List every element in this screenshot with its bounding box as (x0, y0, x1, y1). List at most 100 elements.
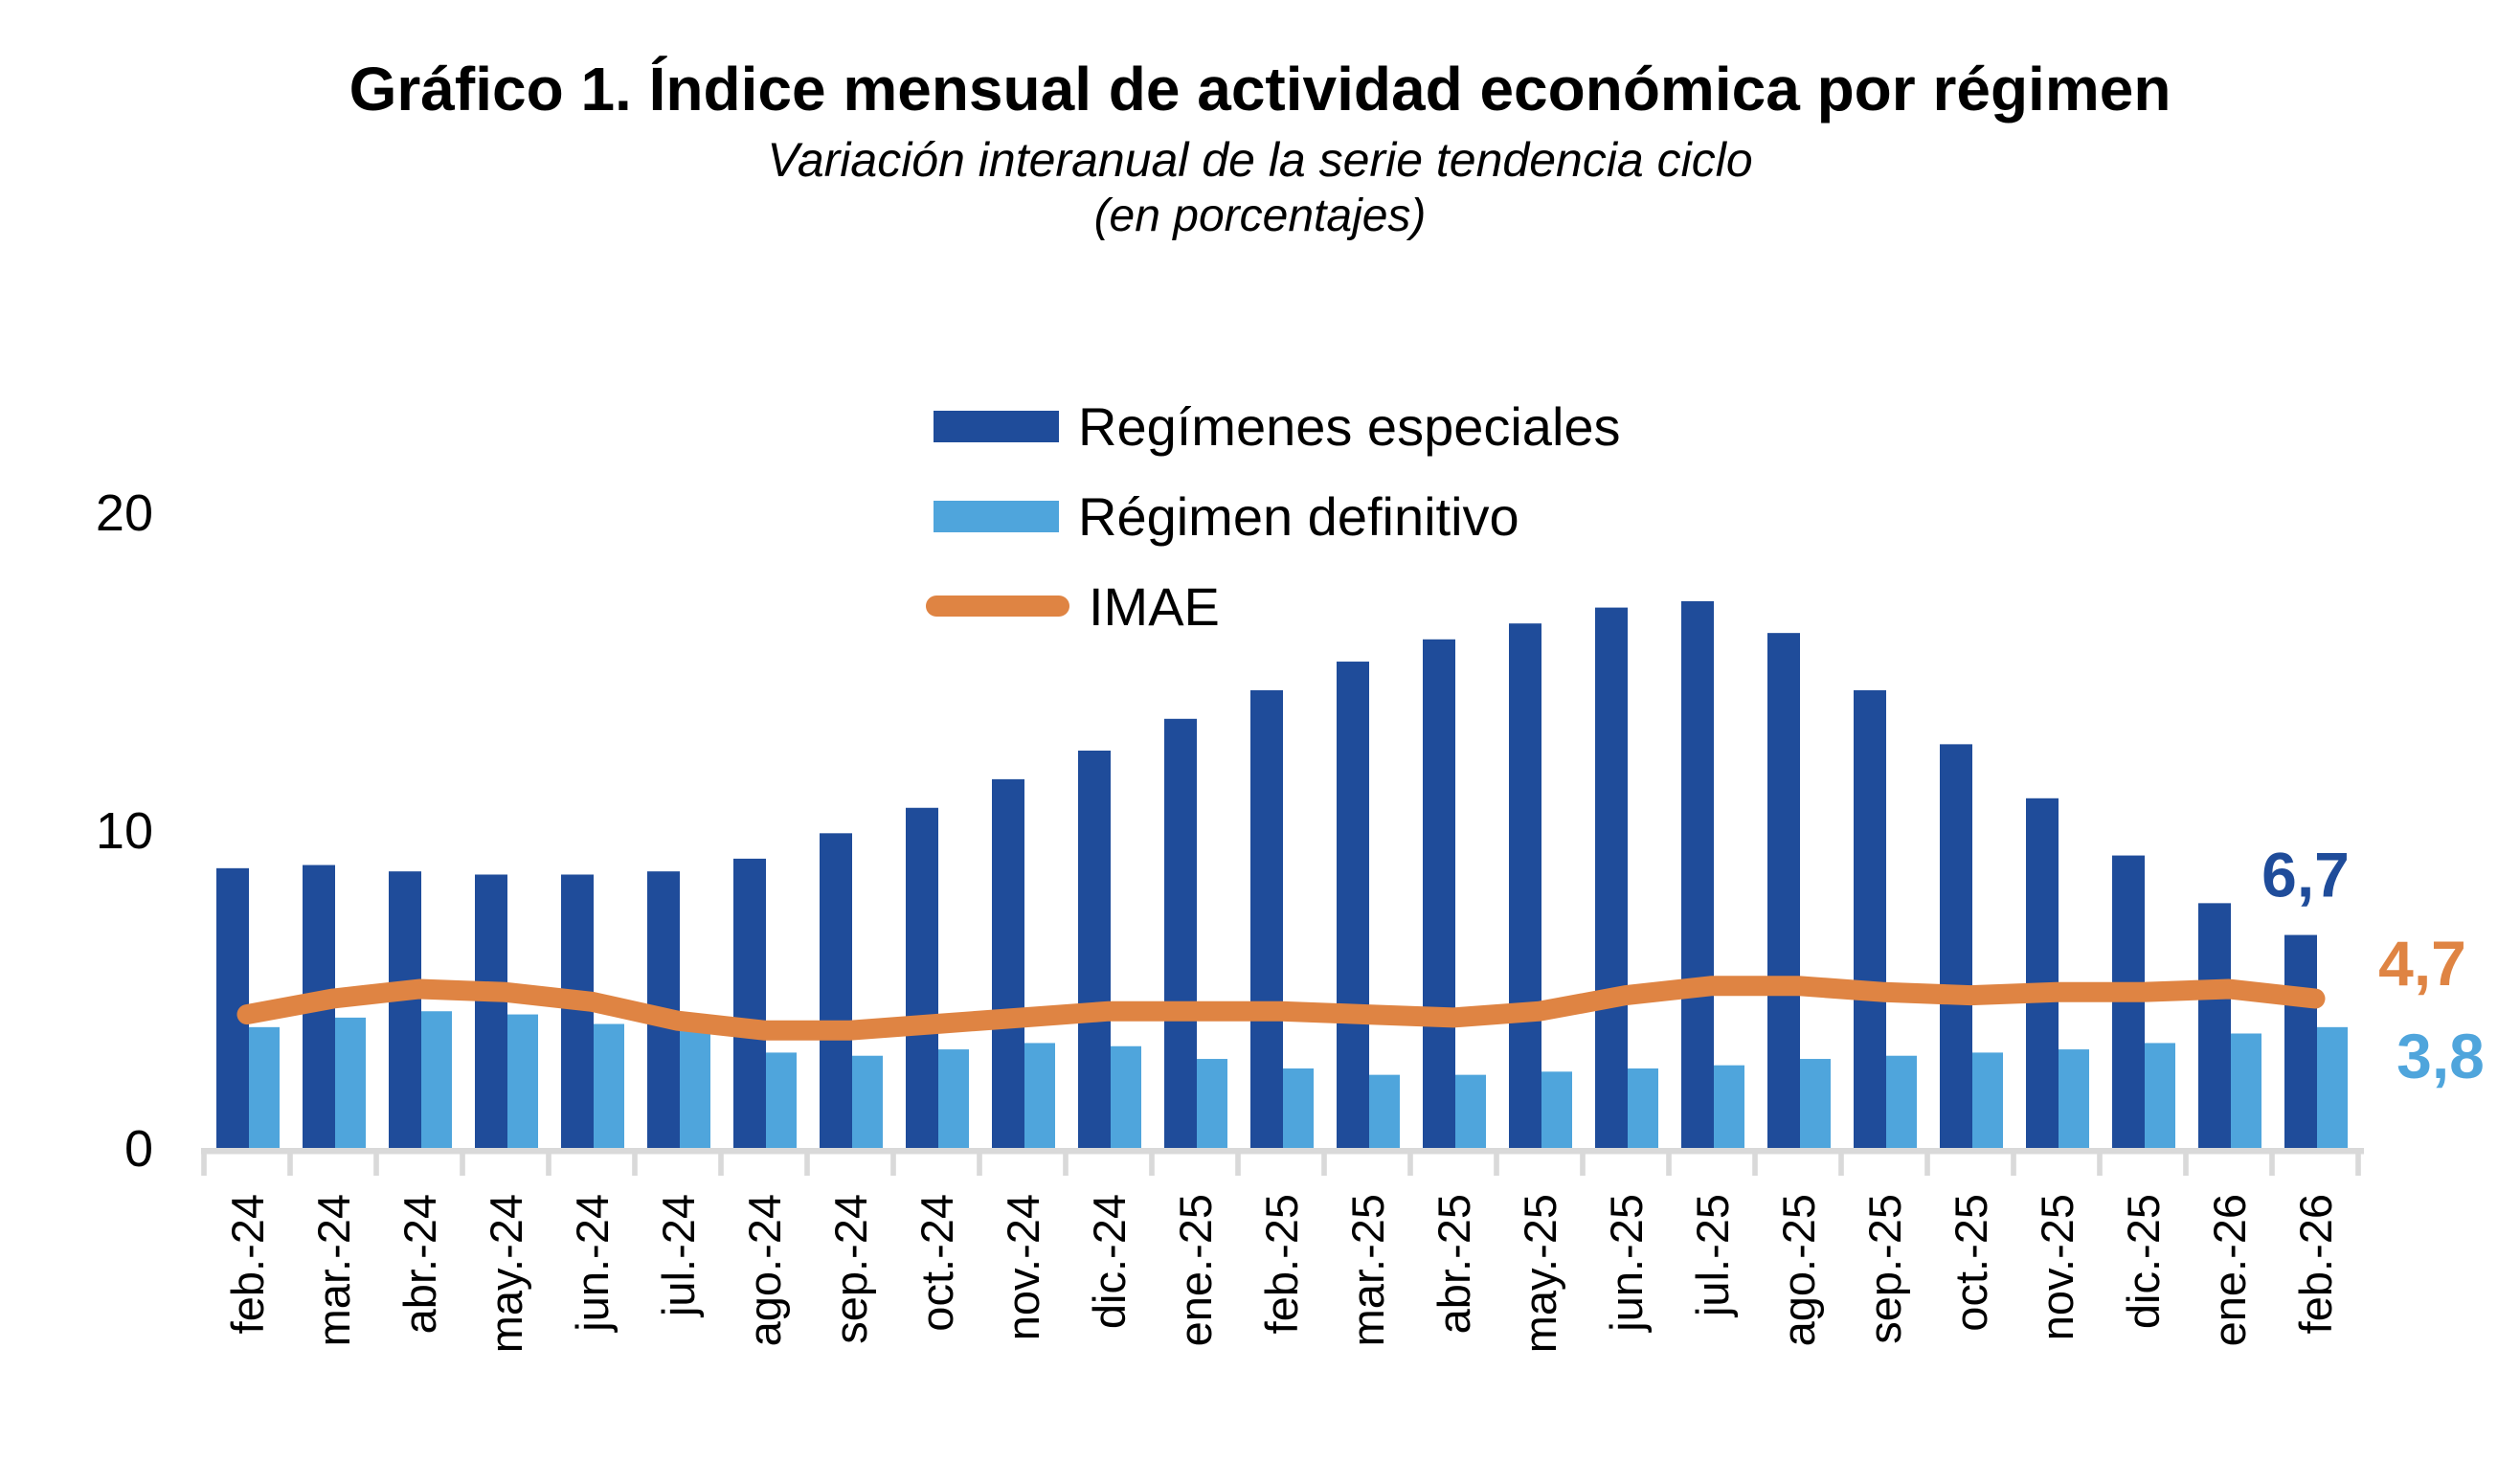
x-axis-tick-label: nov.-25 (2032, 1194, 2082, 1340)
bar-regimenes-especiales-abr.-25 (1423, 639, 1455, 1149)
x-axis-tick-label: may.-24 (481, 1194, 531, 1353)
y-axis-tick-label: 10 (96, 802, 153, 860)
x-axis-tick (1494, 1148, 1499, 1176)
x-axis-tick (1149, 1148, 1155, 1176)
x-axis-tick (804, 1148, 810, 1176)
x-axis-tick (1235, 1148, 1241, 1176)
bar-regimenes-especiales-feb.-26 (2284, 934, 2317, 1149)
x-axis-tick-label: abr.-24 (394, 1194, 445, 1334)
x-axis-tick-label: feb.-25 (1256, 1194, 1307, 1334)
legend-swatch-especiales-icon (934, 410, 1059, 442)
x-axis-tick (1752, 1148, 1758, 1176)
x-axis-tick (287, 1148, 293, 1176)
x-axis-tick-label: dic.-25 (2118, 1194, 2169, 1329)
x-axis-tick-label: dic.-24 (1084, 1194, 1135, 1329)
legend: Regímenes especiales Régimen definitivo … (926, 394, 1621, 664)
bar-regimenes-especiales-ago.-25 (1767, 633, 1800, 1149)
imae-line (236, 976, 2326, 1041)
bar-regimenes-especiales-jun.-25 (1595, 607, 1628, 1149)
x-axis-tick-label: ago.-24 (739, 1194, 790, 1346)
bar-regimen-definitivo-may.-25 (1541, 1071, 1572, 1149)
x-axis-tick-label: jun.-25 (1601, 1194, 1652, 1334)
bar-regimen-definitivo-abr.-24 (421, 1011, 452, 1149)
x-axis-tick (1580, 1148, 1586, 1176)
bar-regimen-definitivo-feb.-24 (249, 1026, 280, 1149)
bar-regimenes-especiales-may.-24 (475, 874, 507, 1149)
bar-regimen-definitivo-nov.-24 (1024, 1043, 1055, 1149)
x-axis-tick-label: nov.-24 (998, 1194, 1048, 1340)
bar-regimen-definitivo-mar.-24 (335, 1017, 366, 1149)
bar-regimen-definitivo-jul.-24 (680, 1026, 710, 1149)
x-axis-tick (546, 1148, 551, 1176)
x-axis-tick-label: ene.-25 (1170, 1194, 1221, 1346)
x-axis-tick (632, 1148, 638, 1176)
end-label-imae: 4,7 (2378, 928, 2466, 999)
bar-regimenes-especiales-dic.-24 (1078, 751, 1111, 1149)
x-axis-tick-label: sep.-24 (825, 1194, 876, 1344)
legend-label-definitivo: Régimen definitivo (1078, 485, 1519, 547)
bar-regimen-definitivo-oct.-24 (938, 1049, 969, 1149)
bar-regimenes-especiales-nov.-24 (992, 778, 1024, 1149)
x-axis-tick (890, 1148, 896, 1176)
bar-regimen-definitivo-jun.-25 (1628, 1068, 1658, 1149)
bar-regimenes-especiales-feb.-25 (1250, 689, 1283, 1149)
end-label-regímenes-especiales: 6,7 (2261, 840, 2350, 910)
x-axis-tick (1063, 1148, 1069, 1176)
chart-title: Gráfico 1. Índice mensual de actividad e… (349, 55, 2171, 124)
bar-regimen-definitivo-dic.-24 (1111, 1045, 1141, 1149)
x-axis-tick (2183, 1148, 2189, 1176)
x-axis-tick-label: oct.-24 (911, 1194, 962, 1332)
x-axis-line (201, 1148, 2364, 1155)
legend-label-especiales: Regímenes especiales (1078, 395, 1621, 457)
x-axis-tick-label: mar.-25 (1342, 1194, 1393, 1346)
bar-regimenes-especiales-jul.-25 (1681, 600, 1714, 1149)
legend-item-regimenes-especiales: Regímenes especiales (934, 394, 1621, 458)
chart-subtitle: Variación interanual de la serie tendenc… (767, 133, 1753, 187)
bar-regimen-definitivo-abr.-25 (1455, 1074, 1486, 1149)
x-axis-tick-label: ene.-26 (2204, 1194, 2255, 1346)
x-axis-tick-label: jul.-24 (653, 1194, 704, 1318)
bar-regimenes-especiales-abr.-24 (389, 871, 421, 1149)
x-axis-tick-label: mar.-24 (308, 1194, 359, 1346)
x-axis-tick-label: ago.-25 (1773, 1194, 1824, 1346)
x-axis-tick (2355, 1148, 2361, 1176)
bar-regimen-definitivo-jun.-24 (594, 1023, 624, 1149)
x-axis-tick-label: abr.-25 (1429, 1194, 1479, 1334)
x-axis-tick-label: feb.-26 (2290, 1194, 2341, 1334)
y-axis-tick-label: 20 (96, 484, 153, 542)
x-axis-tick-label: may.-25 (1515, 1194, 1565, 1353)
bar-regimen-definitivo-sep.-24 (852, 1055, 883, 1149)
bar-regimenes-especiales-oct.-24 (906, 807, 938, 1149)
x-axis-tick (373, 1148, 379, 1176)
legend-label-imae: IMAE (1089, 575, 1220, 637)
x-axis-tick (977, 1148, 982, 1176)
x-axis-tick-label: jun.-24 (567, 1194, 618, 1334)
legend-item-imae: IMAE (926, 574, 1621, 638)
bar-regimen-definitivo-may.-24 (507, 1014, 538, 1149)
x-axis-tick-label: oct.-25 (1946, 1194, 1996, 1332)
bar-regimen-definitivo-ago.-24 (766, 1052, 797, 1149)
x-axis-tick (718, 1148, 724, 1176)
x-axis-tick (1924, 1148, 1930, 1176)
bar-regimenes-especiales-sep.-25 (1854, 689, 1886, 1149)
bar-regimen-definitivo-nov.-25 (2059, 1049, 2089, 1149)
legend-swatch-imae-line-icon (926, 596, 1069, 617)
bar-regimen-definitivo-ene.-26 (2231, 1033, 2261, 1149)
x-axis-tick-label: feb.-24 (222, 1194, 273, 1334)
bar-regimen-definitivo-oct.-25 (1972, 1052, 2003, 1149)
x-axis-tick (1838, 1148, 1844, 1176)
bar-regimenes-especiales-ene.-25 (1164, 718, 1197, 1149)
x-axis-tick (2269, 1148, 2275, 1176)
bar-regimenes-especiales-nov.-25 (2026, 798, 2059, 1149)
bar-regimenes-especiales-ago.-24 (733, 858, 766, 1149)
x-axis-tick (460, 1148, 465, 1176)
x-axis-tick-label: sep.-25 (1859, 1194, 1910, 1344)
bar-regimenes-especiales-oct.-25 (1940, 744, 1972, 1149)
y-axis-tick-label: 0 (124, 1120, 153, 1178)
legend-swatch-definitivo-icon (934, 500, 1059, 532)
bar-regimen-definitivo-sep.-25 (1886, 1055, 1917, 1149)
x-axis-tick-label: jul.-25 (1687, 1194, 1738, 1318)
bar-regimenes-especiales-ene.-26 (2198, 903, 2231, 1149)
